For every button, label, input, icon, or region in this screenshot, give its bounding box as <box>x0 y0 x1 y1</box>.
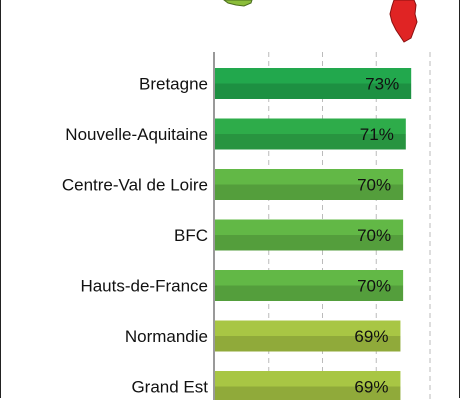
category-label: Nouvelle-Aquitaine <box>65 125 208 144</box>
value-label: 70% <box>357 176 391 195</box>
bar-shade <box>215 134 406 150</box>
bar-row: Bretagne 73% <box>139 68 412 99</box>
bars: Bretagne 73% Nouvelle-Aquitaine 71% Centre-V… <box>62 68 412 400</box>
bar-row: Grand Est 69% <box>131 371 401 400</box>
bar-shade <box>215 235 404 251</box>
category-label: Bretagne <box>139 75 208 94</box>
bar-row: Nouvelle-Aquitaine 71% <box>65 118 406 150</box>
value-label: 69% <box>354 327 388 346</box>
bar-row: BFC 70% <box>174 219 404 251</box>
category-label: BFC <box>174 226 208 245</box>
value-label: 73% <box>365 75 399 94</box>
value-label: 69% <box>354 378 388 397</box>
bar-row: Centre-Val de Loire 70% <box>62 169 404 200</box>
region-map-green-icon <box>223 0 253 7</box>
category-label: Centre-Val de Loire <box>62 176 208 195</box>
bar <box>215 270 404 286</box>
bar <box>215 320 401 336</box>
bar-shade <box>215 184 404 200</box>
bar <box>215 169 404 185</box>
value-label: 70% <box>357 277 391 296</box>
value-label: 71% <box>360 125 394 144</box>
category-label: Hauts-de-France <box>80 277 208 296</box>
category-label: Normandie <box>125 327 208 346</box>
bar-shade <box>215 83 412 99</box>
bar <box>215 371 401 387</box>
bar-row: Hauts-de-France 70% <box>80 270 404 301</box>
bar-shade <box>215 336 401 352</box>
bar-shade <box>215 386 401 400</box>
category-label: Grand Est <box>131 378 208 397</box>
bar-row: Normandie 69% <box>125 320 401 352</box>
map-icons <box>223 0 418 43</box>
bar <box>215 118 406 134</box>
value-label: 70% <box>357 226 391 245</box>
bar-shade <box>215 285 404 301</box>
bar <box>215 219 404 235</box>
bar <box>215 68 412 84</box>
corsica-map-red-icon <box>389 0 418 43</box>
